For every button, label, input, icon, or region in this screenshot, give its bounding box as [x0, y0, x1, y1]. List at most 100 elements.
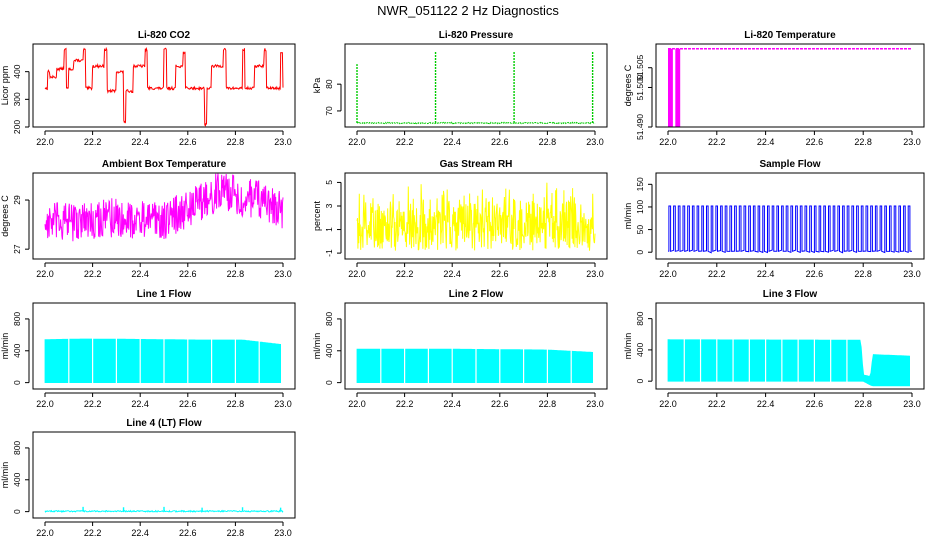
- x-tick-label: 23.0: [903, 137, 921, 147]
- data-layer: [356, 303, 593, 389]
- y-tick-label: 100: [635, 200, 645, 214]
- x-tick-label: 22.0: [659, 269, 677, 279]
- x-tick-label: 22.6: [491, 137, 509, 147]
- y-tick-label: 50: [635, 225, 645, 235]
- x-tick-label: 23.0: [586, 137, 604, 147]
- x-tick-label: 22.6: [179, 269, 197, 279]
- x-tick-label: 23.0: [274, 137, 292, 147]
- x-tick-label: 22.0: [348, 137, 366, 147]
- x-tick-label: 22.4: [131, 399, 149, 409]
- x-tick-label: 22.0: [348, 269, 366, 279]
- x-tick-label: 22.8: [854, 399, 872, 409]
- x-tick-label: 22.6: [491, 269, 509, 279]
- x-tick-label: 22.4: [131, 528, 149, 538]
- x-tick-label: 23.0: [274, 399, 292, 409]
- plot-frame: [32, 431, 296, 519]
- x-tick-label: 22.0: [348, 399, 366, 409]
- x-tick-label: 22.2: [84, 269, 102, 279]
- y-tick-label: 800: [635, 311, 645, 325]
- y-tick-label: 0: [324, 380, 334, 385]
- series-line: [356, 182, 596, 251]
- y-axis-label: ml/min: [0, 462, 10, 489]
- x-tick-label: 22.4: [443, 399, 461, 409]
- x-tick-label: 22.4: [131, 269, 149, 279]
- y-tick-label: 0: [635, 250, 645, 255]
- x-tick-label: 22.2: [84, 399, 102, 409]
- series-baseline: [44, 509, 284, 513]
- y-tick-label: 800: [12, 312, 22, 326]
- x-tick-label: 22.2: [396, 399, 414, 409]
- y-tick-label: -1: [324, 249, 334, 257]
- x-tick-label: 22.8: [539, 137, 557, 147]
- data-layer: [356, 52, 596, 125]
- y-tick-label: 80: [324, 79, 334, 89]
- chart-title: Line 4 (LT) Flow: [126, 418, 202, 429]
- x-tick-label: 22.4: [131, 137, 149, 147]
- x-tick-label: 22.0: [36, 399, 54, 409]
- y-tick-label: 400: [12, 64, 22, 78]
- x-tick-label: 22.8: [227, 528, 245, 538]
- y-tick-label: 1: [324, 227, 334, 232]
- chart-panel-4: Ambient Box Temperature degrees C 22.0 22.2…: [0, 159, 296, 279]
- y-axis-label: Licor ppm: [0, 66, 10, 106]
- data-layer: [667, 303, 910, 389]
- x-tick-label: 22.2: [396, 269, 414, 279]
- series-baseline: [356, 121, 596, 125]
- x-tick-label: 22.6: [179, 399, 197, 409]
- chart-panel-7: Line 1 Flow ml/min 22.0 22.2 22.4 22.6 22.8 23.…: [0, 289, 296, 409]
- x-tick-label: 22.6: [806, 269, 824, 279]
- series-area: [667, 339, 910, 387]
- y-axis-label: percent: [312, 200, 322, 231]
- x-tick-label: 22.6: [179, 137, 197, 147]
- series-block: [668, 48, 673, 127]
- x-tick-label: 22.4: [757, 269, 775, 279]
- plot-frame: [655, 302, 925, 390]
- chart-panel-6: Sample Flow ml/min 22.0 22.2 22.4 22.6 22.8 23.…: [623, 159, 925, 279]
- series-area: [44, 338, 281, 383]
- chart-panel-10: Line 4 (LT) Flow ml/min 22.0 22.2 22.4 22.6 22…: [0, 418, 296, 538]
- y-tick-label: 800: [12, 441, 22, 455]
- x-tick-label: 22.8: [539, 399, 557, 409]
- y-axis-label: degrees C: [0, 195, 10, 237]
- page-title: NWR_051122 2 Hz Diagnostics: [377, 3, 559, 18]
- series-line: [44, 173, 284, 242]
- x-tick-label: 22.0: [36, 269, 54, 279]
- data-layer: [668, 47, 912, 127]
- chart-title: Gas Stream RH: [440, 159, 513, 170]
- y-axis-label: ml/min: [0, 333, 10, 360]
- plot-frame: [344, 302, 608, 390]
- x-tick-label: 22.0: [659, 399, 677, 409]
- x-tick-label: 22.4: [757, 137, 775, 147]
- x-tick-label: 22.8: [539, 269, 557, 279]
- x-tick-label: 23.0: [586, 269, 604, 279]
- x-tick-label: 23.0: [903, 399, 921, 409]
- series-line: [667, 205, 913, 254]
- x-tick-label: 22.6: [806, 399, 824, 409]
- x-tick-label: 23.0: [274, 528, 292, 538]
- x-tick-label: 23.0: [903, 269, 921, 279]
- plot-frame: [655, 43, 925, 128]
- data-layer: [356, 182, 596, 251]
- y-tick-label: 0: [635, 379, 645, 384]
- data-layer: [44, 303, 281, 389]
- y-tick-label: 150: [635, 177, 645, 191]
- x-tick-label: 22.2: [708, 137, 726, 147]
- x-tick-label: 22.6: [806, 137, 824, 147]
- chart-panel-5: Gas Stream RH percent 22.0 22.2 22.4 22.6 22.8…: [312, 159, 608, 279]
- plot-frame: [32, 43, 296, 128]
- x-tick-label: 23.0: [274, 269, 292, 279]
- x-tick-label: 22.8: [227, 269, 245, 279]
- series-area: [356, 348, 593, 383]
- data-layer: [44, 173, 284, 242]
- x-tick-label: 22.6: [179, 528, 197, 538]
- x-tick-label: 22.2: [396, 137, 414, 147]
- y-tick-label: 300: [12, 92, 22, 106]
- x-tick-label: 22.8: [227, 399, 245, 409]
- y-tick-label: 400: [12, 343, 22, 357]
- x-tick-label: 22.8: [227, 137, 245, 147]
- y-tick-label: 5: [324, 180, 334, 185]
- chart-title: Li-820 Temperature: [744, 30, 836, 41]
- y-tick-label: 29: [12, 195, 22, 205]
